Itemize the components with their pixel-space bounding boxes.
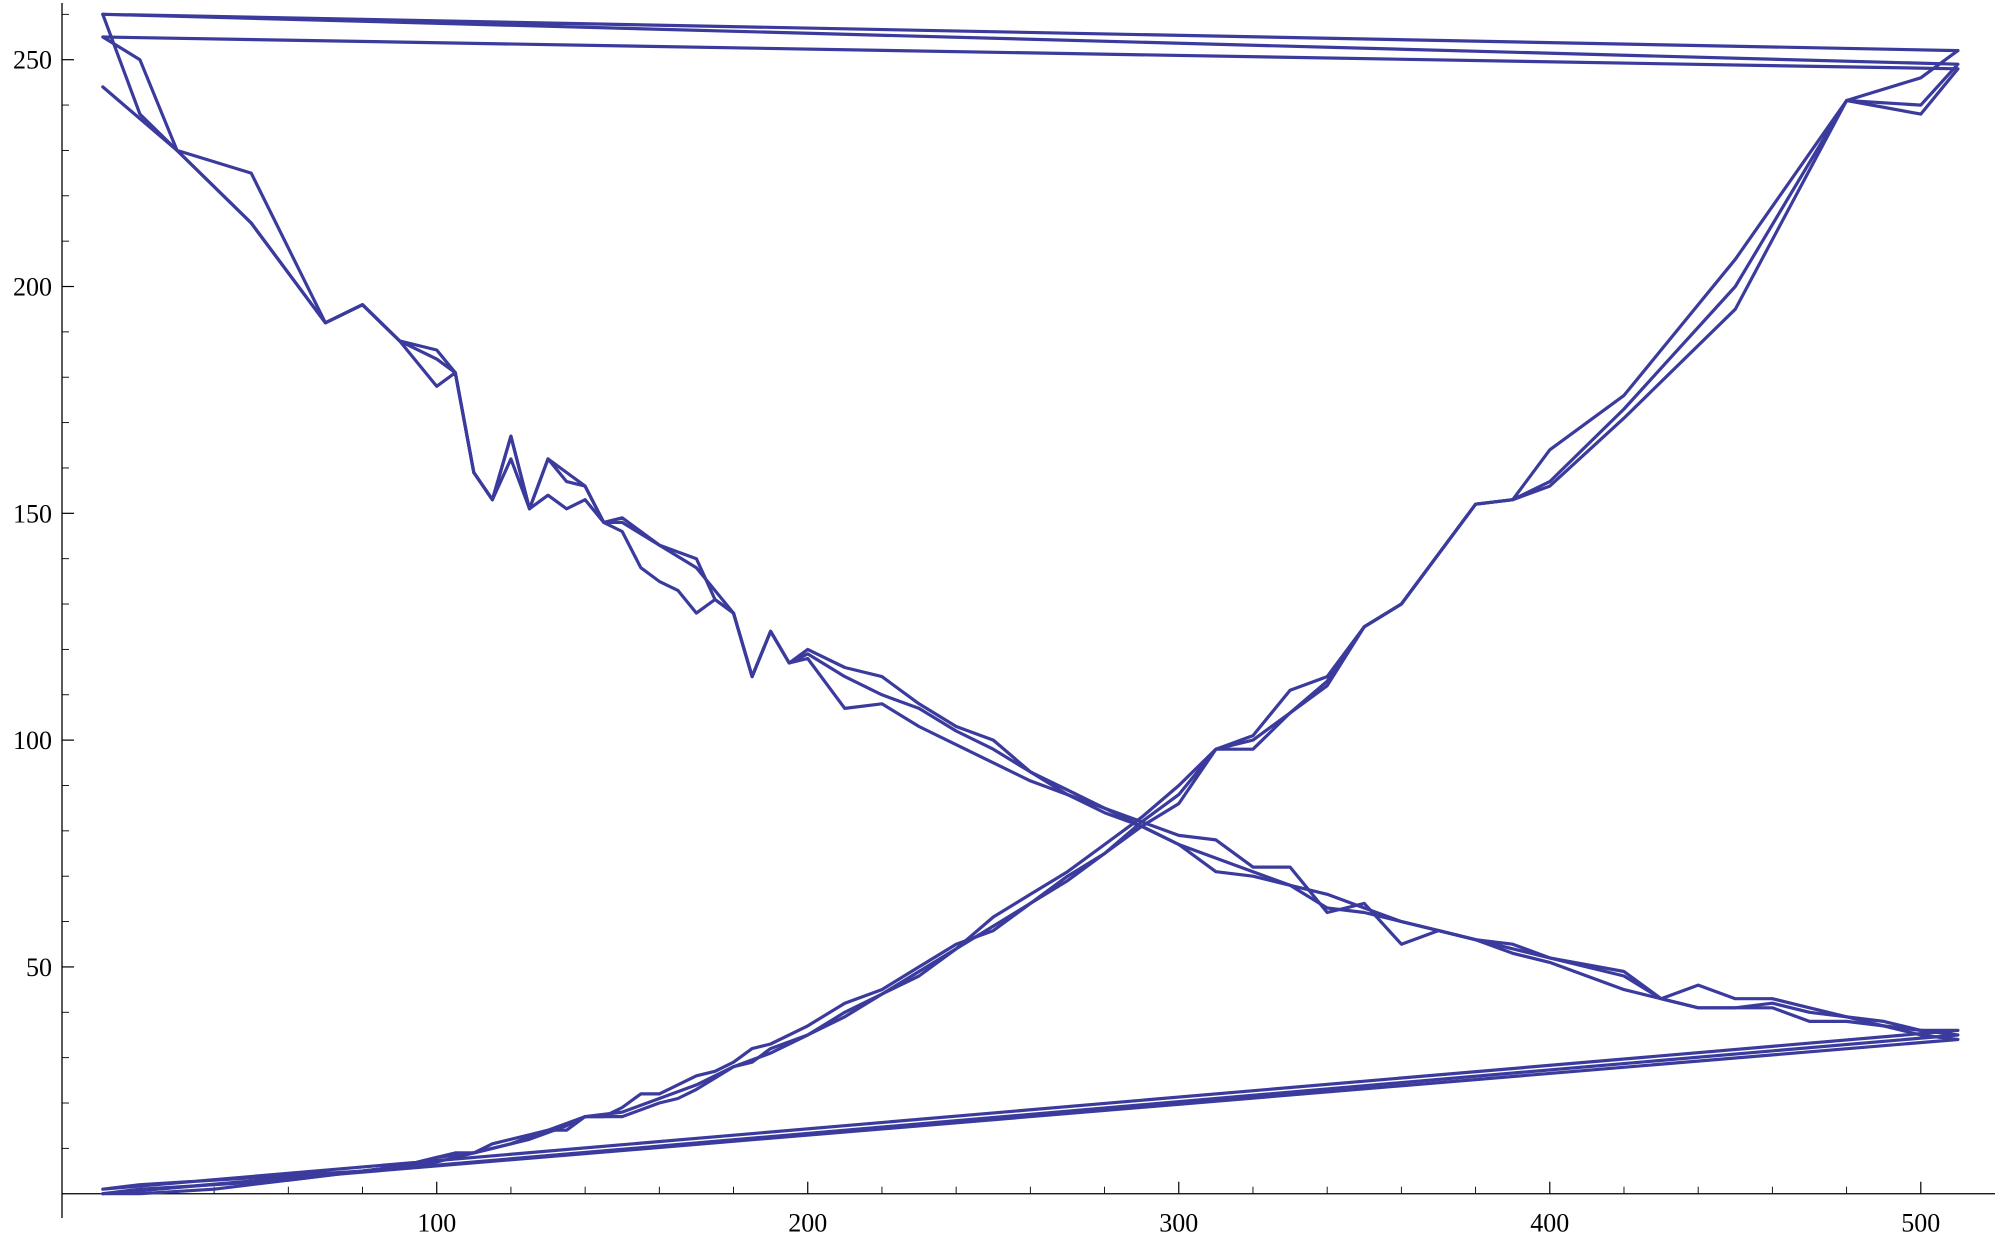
series-line-2: [101, 35, 1960, 1196]
y-tick-label: 250: [13, 46, 52, 75]
y-tick-label: 50: [26, 953, 52, 982]
y-tick-label: 200: [13, 273, 52, 302]
series-layer: [101, 12, 1960, 1196]
y-tick-label: 150: [13, 499, 52, 528]
x-tick-label: 400: [1530, 1209, 1569, 1238]
x-tick-label: 100: [417, 1209, 456, 1238]
x-tick-label: 300: [1159, 1209, 1198, 1238]
chart-axes: 100 200 300 400 500 50 100 150 200 250: [13, 3, 1995, 1238]
x-tick-label: 200: [788, 1209, 827, 1238]
x-tick-label: 500: [1901, 1209, 1940, 1238]
y-tick-label: 100: [13, 726, 52, 755]
series-line-1: [101, 12, 1960, 1191]
series-line-3: [101, 12, 1960, 1196]
